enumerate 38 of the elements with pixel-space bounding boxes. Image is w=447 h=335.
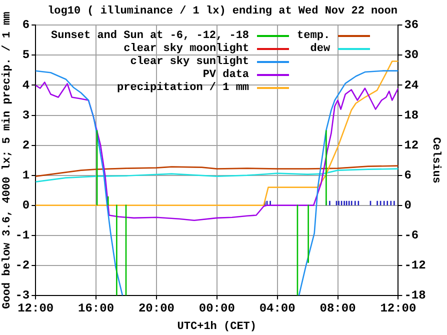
- legend-label: precipitation / 1 mm: [117, 82, 250, 94]
- y2-tick-label: -12: [404, 258, 426, 272]
- y2-tick-label: -18: [404, 288, 426, 302]
- y2-tick-label: 6: [404, 168, 412, 182]
- y2-axis-title: Celsius: [430, 137, 442, 184]
- y-tick-label: -3: [15, 288, 30, 302]
- y-tick-label: -1: [15, 228, 30, 242]
- y2-tick-label: 12: [404, 138, 419, 152]
- legend-label: clear sky sunlight: [130, 56, 250, 68]
- y-tick-label: 2: [22, 138, 30, 152]
- y-tick-label: 4: [22, 78, 30, 92]
- legend-label: dew: [310, 42, 330, 54]
- legend-label: Sunset and Sun at -6, -12, -18: [51, 30, 250, 42]
- y2-tick-label: 30: [404, 48, 419, 62]
- y-tick-label: 3: [22, 108, 30, 122]
- chart-title: log10 ( illuminance / 1 lx) ending at Wed Nov 22 noon: [48, 5, 398, 18]
- y-tick-label: 0: [22, 198, 30, 212]
- y-tick-label: 1: [22, 168, 30, 182]
- legend-label: PV data: [202, 68, 250, 80]
- legend-label: clear sky moonlight: [124, 42, 250, 54]
- y2-tick-label: 18: [404, 108, 419, 122]
- x-tick-label: 00:00: [198, 302, 235, 316]
- y2-tick-label: -6: [404, 228, 419, 242]
- x-tick-label: 16:00: [78, 302, 114, 316]
- y-axis-title: Good below 3.6, 4000 lx; 5 min precip. / 1 mm: [1, 11, 14, 309]
- x-axis-title: UTC+1h (CET): [177, 321, 257, 334]
- x-tick-label: 04:00: [259, 302, 296, 316]
- legend-label: temp.: [297, 30, 330, 42]
- y-tick-label: 6: [22, 18, 30, 32]
- x-tick-label: 08:00: [320, 302, 356, 316]
- y-tick-label: 5: [22, 48, 30, 62]
- y2-tick-label: 0: [404, 198, 412, 212]
- x-tick-label: 20:00: [138, 302, 174, 316]
- y2-tick-label: 24: [404, 78, 419, 92]
- y2-tick-label: 36: [404, 18, 419, 32]
- x-tick-label: 12:00: [380, 302, 416, 316]
- x-tick-label: 12:00: [18, 302, 54, 316]
- y-tick-label: -2: [15, 258, 30, 272]
